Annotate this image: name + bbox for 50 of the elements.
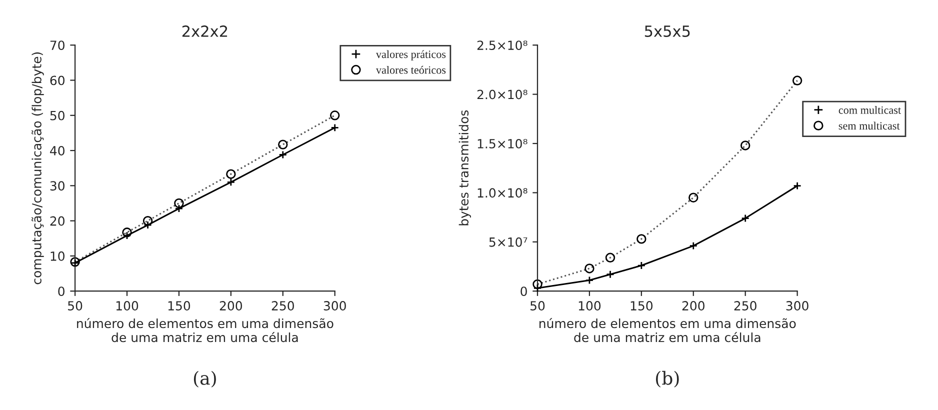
y-tick-label: 0 [520,286,527,296]
y-axis-title: bytes transmitidos [458,110,471,226]
x-tick-label: 300 [786,301,808,310]
point [278,150,288,159]
y-tick-label: 30 [50,181,64,191]
y-tick-label: 50 [50,110,64,120]
text: (b) [656,370,679,388]
point [606,270,614,279]
x-tick-label: 300 [324,301,346,310]
chart-title: 5x5x5 [644,26,690,37]
point [793,182,802,190]
point [144,220,152,230]
x-tick-label: 250 [734,301,756,310]
point [741,214,750,222]
text: (a) [194,370,216,388]
y-tick-label: 70 [50,40,64,50]
point [637,261,646,270]
x-tick-label: 200 [682,301,704,310]
point [585,276,594,284]
x-tick-label: 200 [220,301,242,310]
y-tick-label: 20 [50,216,64,226]
y-tick-label: 40 [50,146,64,156]
x-tick-label: 50 [68,301,82,310]
y-tick-label: 5×10⁷ [489,237,528,247]
x-tick-label: 50 [530,301,545,310]
point [226,178,236,186]
x-tick-label: 150 [168,301,190,310]
x-axis-title: número de elementos em uma dimensão de uma matriz em uma célula [77,318,334,342]
legend-label: sem multicast [838,122,900,130]
y-axis-title: computação/comunicação (flop/byte) [32,52,44,284]
legend-label: valores teóricos [376,66,446,74]
chart-title: 2x2x2 [182,25,228,37]
point [122,231,132,240]
x-tick-label: 150 [630,301,653,310]
y-tick-label: 1.5×10⁸ [478,138,528,148]
legend-label: com multicast [838,106,901,114]
y-tick-label: 2.0×10⁸ [477,90,528,100]
legend-label: valores práticos [376,50,446,60]
y-tick-label: 10 [50,251,64,261]
y-tick-label: 60 [50,76,64,86]
point [174,204,184,213]
x-axis-title: número de elementos em uma dimensão de uma matriz em uma célula [540,318,796,342]
y-tick-label: 1.0×10⁸ [478,188,528,198]
x-tick-label: 250 [272,301,294,310]
x-tick-label: 100 [578,301,601,310]
y-tick-label: 2.5×10⁸ [477,40,528,50]
x-tick-label: 100 [116,301,138,310]
y-tick-label: 0 [58,286,64,296]
point [330,124,340,132]
point [689,242,698,250]
